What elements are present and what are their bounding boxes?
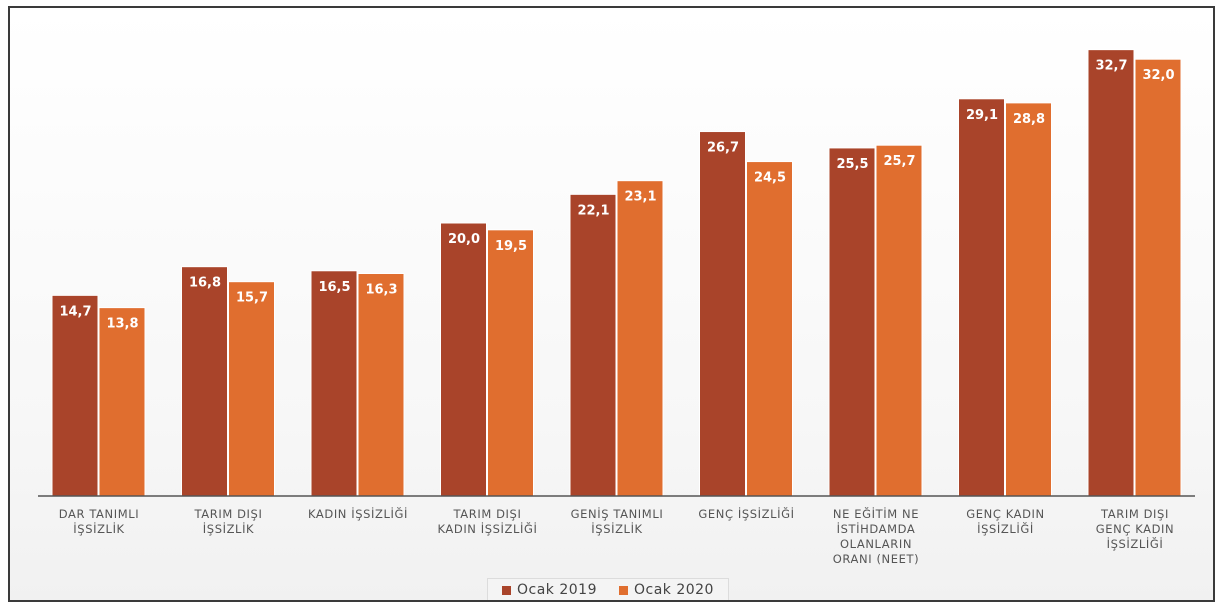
category-label: KADIN İŞSİZLİĞİ — [437, 521, 537, 536]
category-label: İŞSİZLİĞİ — [977, 521, 1034, 536]
bar — [98, 307, 146, 497]
category-label: OLANLARIN — [840, 537, 912, 551]
category-label: İSTİHDAMDA — [837, 521, 916, 536]
chart-legend: Ocak 2019 Ocak 2020 — [487, 578, 729, 600]
bar — [310, 270, 358, 497]
bar — [487, 229, 534, 497]
bar — [875, 144, 923, 497]
bar — [357, 273, 405, 497]
data-label: 32,0 — [1142, 68, 1174, 83]
data-label: 19,5 — [495, 239, 527, 254]
category-label: TARIM DIŞI — [194, 507, 263, 521]
category-label: GENÇ KADIN — [1096, 522, 1175, 536]
data-label: 32,7 — [1095, 59, 1127, 74]
data-label: 26,7 — [707, 141, 739, 156]
category-label: GENİŞ TANIMLI — [571, 506, 664, 521]
data-label: 24,5 — [754, 171, 786, 186]
data-label: 28,8 — [1013, 112, 1045, 127]
category-label: GENÇ KADIN — [966, 507, 1045, 521]
data-label: 29,1 — [966, 108, 998, 123]
bar — [699, 131, 746, 497]
category-label: TARIM DIŞI — [1100, 507, 1169, 521]
data-label: 13,8 — [106, 317, 138, 332]
data-label: 22,1 — [577, 203, 609, 218]
bar — [228, 281, 275, 497]
chart-frame: 14,7 13,8 DAR TANIMLI İŞSİZLİK 16,8 15,7 TARIM… — [8, 6, 1215, 602]
data-label: 20,0 — [448, 232, 480, 247]
bar — [746, 161, 793, 497]
bar — [828, 147, 876, 497]
category-label: İŞSİZLİK — [203, 521, 254, 536]
data-label: 16,8 — [189, 276, 221, 291]
category-label: İŞSİZLİK — [73, 521, 124, 536]
category-label: ORANI (NEET) — [833, 552, 919, 566]
bar — [1005, 102, 1052, 497]
legend-item-ocak-2019: Ocak 2019 — [502, 582, 597, 598]
category-label: DAR TANIMLI — [59, 507, 139, 521]
category-label: KADIN İŞSİZLİĞİ — [308, 506, 408, 521]
bar — [958, 98, 1005, 497]
data-label: 23,1 — [624, 190, 656, 205]
data-label: 14,7 — [59, 304, 91, 319]
bar — [1134, 58, 1182, 497]
data-label: 25,5 — [836, 157, 868, 172]
legend-swatch-ocak-2020 — [618, 585, 628, 595]
legend-item-ocak-2020: Ocak 2020 — [618, 582, 714, 598]
category-label: İŞSİZLİK — [591, 521, 642, 536]
bar — [1087, 49, 1135, 497]
legend-label-ocak-2020: Ocak 2020 — [633, 582, 714, 598]
category-label: İŞSİZLİĞİ — [1107, 536, 1164, 551]
bar — [569, 193, 617, 497]
legend-label-ocak-2019: Ocak 2019 — [517, 582, 597, 598]
bar — [51, 294, 99, 497]
bar — [440, 222, 487, 497]
category-label: GENÇ İŞSİZLİĞİ — [698, 506, 794, 521]
data-label: 16,3 — [365, 283, 397, 298]
category-label: NE EĞİTİM NE — [833, 506, 919, 521]
data-label: 15,7 — [236, 291, 268, 306]
legend-swatch-ocak-2019 — [502, 585, 511, 595]
category-label: TARIM DIŞI — [453, 507, 522, 521]
data-label: 16,5 — [318, 280, 350, 295]
data-label: 25,7 — [883, 154, 915, 169]
bar — [181, 266, 228, 497]
bar — [616, 180, 664, 497]
